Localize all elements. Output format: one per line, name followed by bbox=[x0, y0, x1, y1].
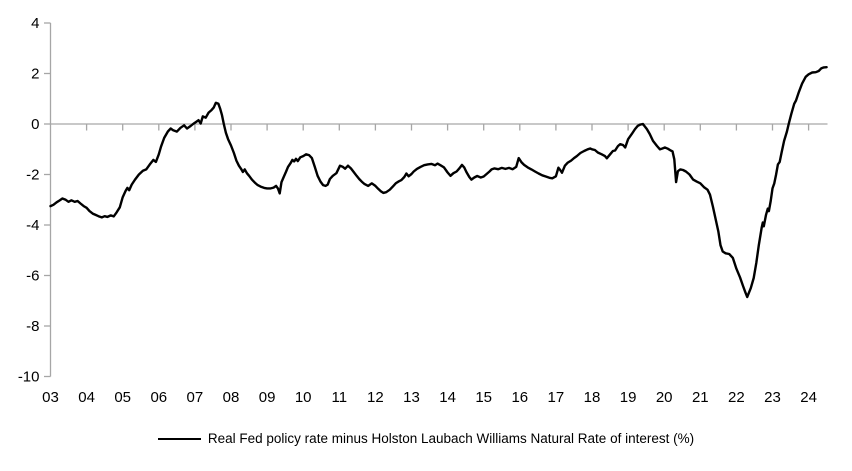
legend: Real Fed policy rate minus Holston Lauba… bbox=[0, 431, 852, 446]
x-tick-label: 16 bbox=[511, 389, 528, 406]
x-tick-label: 21 bbox=[692, 389, 709, 406]
series-line bbox=[49, 66, 828, 299]
x-tick-label: 15 bbox=[475, 389, 492, 406]
y-tick-label: 4 bbox=[31, 15, 39, 32]
x-tick-label: 08 bbox=[223, 389, 240, 406]
y-tick-label: -2 bbox=[26, 167, 39, 184]
x-tick-label: 24 bbox=[800, 389, 817, 406]
legend-label: Real Fed policy rate minus Holston Lauba… bbox=[207, 431, 695, 446]
x-tick-label: 18 bbox=[584, 389, 601, 406]
x-tick-label: 14 bbox=[439, 389, 456, 406]
x-tick-label: 11 bbox=[332, 389, 348, 406]
data-line bbox=[49, 66, 828, 299]
x-tick-label: 05 bbox=[114, 389, 131, 406]
y-tick-label: 0 bbox=[31, 116, 39, 133]
y-tick-label: -10 bbox=[18, 369, 40, 386]
x-tick-label: 04 bbox=[78, 389, 95, 406]
x-tick-label: 19 bbox=[620, 389, 637, 406]
y-tick-label: -8 bbox=[26, 318, 39, 335]
x-tick-label: 03 bbox=[42, 389, 59, 406]
x-tick-label: 09 bbox=[259, 389, 276, 406]
y-tick-label: -4 bbox=[26, 217, 39, 234]
y-axis: 4 2 0 -2 -4 -6 -8 -10 bbox=[18, 15, 52, 386]
x-tick-label: 17 bbox=[548, 389, 565, 406]
x-tick-label: 06 bbox=[150, 389, 167, 406]
x-tick-label: 12 bbox=[367, 389, 384, 406]
x-tick-label: 20 bbox=[656, 389, 673, 406]
y-tick-label: 2 bbox=[31, 66, 39, 83]
x-tick-label: 07 bbox=[187, 389, 204, 406]
x-tick-label: 23 bbox=[764, 389, 781, 406]
x-axis: 03 04 05 06 07 08 09 10 11 12 13 14 15 16 17 18 19 20 21 22… bbox=[42, 123, 828, 406]
legend-line-sample bbox=[157, 437, 201, 440]
x-tick-label: 10 bbox=[295, 389, 312, 406]
x-tick-label: 22 bbox=[728, 389, 745, 406]
y-tick-label: -6 bbox=[26, 268, 39, 285]
x-tick-label: 13 bbox=[403, 389, 420, 406]
